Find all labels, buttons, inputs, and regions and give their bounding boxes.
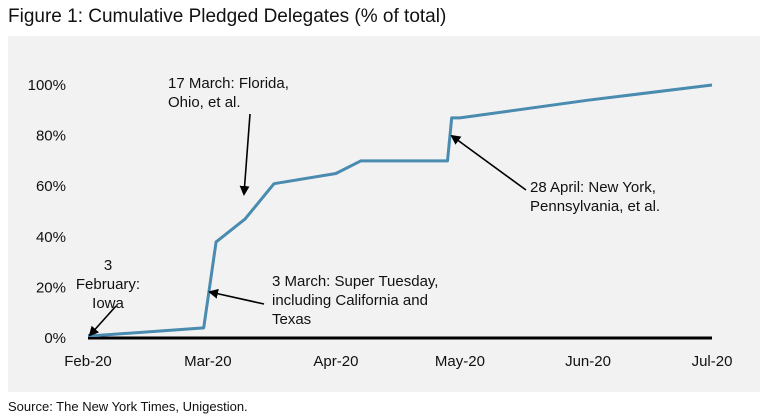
annotation-arrow [450,134,527,191]
annotation-line: Pennsylvania, et al. [530,198,660,215]
annotation-arrow [239,113,251,196]
annotation-line: February: [76,276,140,293]
y-tick-label: 100% [28,77,66,94]
annotation-line: Texas [272,311,311,328]
x-tick-label: Jun-20 [565,353,611,370]
line-chart: 0% 20% 40% 60% 80% 100% Feb-20 Mar-20 Apr-20 May-… [28,75,733,370]
y-tick-label: 40% [36,229,66,246]
annotation-line: Ohio, et al. [168,94,241,111]
annotation-line: Iowa [92,295,124,312]
annotation-label: 3 February: Iowa [76,257,140,312]
x-tick-label: Feb-20 [64,353,112,370]
annotation-label: 17 March: Florida, Ohio, et al. [168,75,289,111]
x-tick-label: Mar-20 [184,353,232,370]
annotation-line: 28 April: New York, [530,179,656,196]
y-tick-label: 0% [44,330,66,347]
y-tick-label: 80% [36,128,66,145]
series-line [88,83,713,337]
source-note: Source: The New York Times, Unigestion. [8,399,248,414]
annotation-line: 17 March: Florida, [168,75,289,92]
x-tick-label: Apr-20 [313,353,358,370]
annotation-label: 3 March: Super Tuesday, including Califor… [272,273,438,328]
annotation-label: 28 April: New York, Pennsylvania, et al. [530,179,660,215]
annotation-line: 3 [104,257,112,274]
x-tick-label: Jul-20 [692,353,733,370]
annotation-line: including California and [272,292,428,309]
y-tick-label: 20% [36,279,66,296]
annotation-arrow [88,305,117,337]
chart-area: 0% 20% 40% 60% 80% 100% Feb-20 Mar-20 Apr-20 May-… [0,36,768,392]
annotation-line: 3 March: Super Tuesday, [272,273,438,290]
x-tick-label: May-20 [435,353,485,370]
annotation-arrow [208,288,265,305]
y-tick-label: 60% [36,178,66,195]
chart-title: Figure 1: Cumulative Pledged Delegates (… [8,6,447,27]
